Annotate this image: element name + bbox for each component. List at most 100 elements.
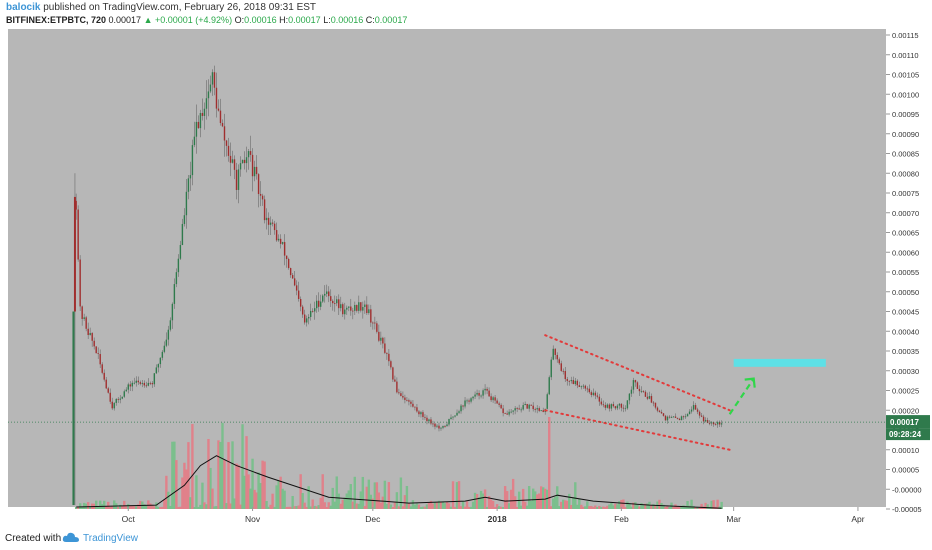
time-tick-label: 2018 [488, 514, 507, 524]
volume-bar-bull [337, 493, 340, 509]
volume-bar-bear [475, 493, 479, 509]
price-tick-label: -0.00000 [892, 485, 922, 494]
volume-bar-bear [311, 499, 314, 509]
symbol-label[interactable]: BITFINEX:ETPBTC, 720 [6, 15, 107, 25]
volume-bar-bear [445, 501, 449, 509]
volume-bar-bear [165, 475, 168, 509]
candle-bull [580, 386, 583, 388]
volume-bar-bear [622, 499, 625, 509]
candle-bull [253, 166, 256, 177]
candle-bear [656, 407, 659, 411]
candle-bull [574, 380, 576, 385]
volume-bar-bull [267, 506, 270, 509]
candle-bear [560, 363, 562, 371]
volume-bar-bear [279, 476, 282, 509]
volume-bar-bear [467, 506, 471, 509]
candle-bear [388, 353, 390, 362]
candle-bull [161, 351, 164, 358]
candle-bull [207, 91, 210, 99]
candles [72, 65, 723, 506]
candle-bull [528, 404, 530, 409]
candle-bear [556, 354, 558, 360]
volume-bar-bear [435, 502, 439, 509]
candle-bear [374, 322, 376, 324]
candle-bear [558, 359, 560, 364]
volume-bar-bear [223, 459, 226, 509]
candle-bull [456, 412, 458, 416]
candle-bear [201, 113, 204, 116]
volume-bar-bull [291, 495, 294, 509]
candle-bull [716, 422, 719, 425]
tradingview-brand[interactable]: TradingView [83, 533, 139, 544]
volume-bar-bear [489, 499, 493, 509]
volume-bar-bear [117, 506, 120, 509]
volume-bar-bull [95, 500, 98, 509]
candle-bear [614, 406, 617, 409]
breakout-arrow-head [744, 377, 756, 388]
candle-bear [396, 381, 398, 393]
volume-bar-bear [139, 500, 142, 509]
candle-bull [428, 419, 430, 422]
volume-bar-bull [385, 503, 389, 509]
volume-bar-bull [586, 501, 589, 509]
candle-bear [295, 285, 298, 291]
author-name[interactable]: balocik [6, 2, 41, 13]
time-tick-label: Oct [122, 514, 136, 524]
candle-bull [185, 191, 188, 216]
volume-bar-bull [646, 503, 649, 509]
volume-bar-bull [173, 441, 176, 509]
volume-bar-bull [127, 503, 130, 509]
volume-bar-bear [363, 505, 367, 509]
volume-bar-bear [207, 439, 210, 509]
candle-bull [125, 389, 127, 392]
candle-bull [241, 159, 244, 164]
volume-bar-bear [632, 502, 635, 509]
volume-bar-bull [197, 506, 200, 509]
volume-bar-bull [357, 503, 360, 509]
volume-bar-bear [289, 506, 292, 509]
volume-bar-bear [491, 500, 495, 509]
candle-bull [436, 425, 438, 427]
candle-bull [231, 159, 234, 163]
volume-bar-bull [618, 501, 621, 509]
candle-bear [273, 223, 276, 231]
volume-bar-bull [171, 441, 174, 509]
candle-bear [103, 372, 105, 380]
candle-bull [320, 301, 322, 307]
volume-bar-bull [215, 506, 218, 509]
low-value: 0.00016 [330, 15, 364, 25]
candle-bear [338, 299, 340, 309]
volume-bar-bear [129, 505, 132, 509]
candle-bear [554, 348, 556, 355]
volume-bar-bear [493, 506, 497, 509]
candle-bear [644, 391, 647, 397]
price-chart[interactable]: 0.00115 0.00110 0.00105 0.00100 0.00095 0.000… [8, 29, 932, 526]
volume-bar-bull [562, 499, 565, 509]
volume-bar-bull [433, 502, 437, 509]
candle-bear [504, 413, 506, 414]
volume-bar-bear [239, 504, 242, 509]
volume-bar-bull [213, 506, 216, 509]
volume-bar-bear [393, 502, 397, 509]
volume-bar-bull [251, 458, 254, 509]
volume-bar-bear [271, 493, 274, 509]
candle-bull [336, 299, 338, 304]
volume-bar-bear [237, 464, 240, 509]
volume-bar-bull [507, 503, 511, 509]
volume-bar-bull [309, 506, 312, 509]
candle-bull [187, 178, 190, 192]
volume-bar-bear [638, 506, 641, 509]
volume-bar-bear [560, 501, 563, 509]
volume-bar-bear [654, 505, 657, 509]
candle-bear [486, 388, 488, 391]
volume-bar-bear [513, 496, 517, 509]
volume-bar-bear [235, 463, 238, 509]
candle-bull [552, 348, 554, 360]
candle-bear [646, 396, 649, 399]
created-with-text: Created with [5, 533, 62, 544]
chart-area[interactable]: 0.00115 0.00110 0.00105 0.00100 0.00095 0.000… [8, 29, 932, 526]
candle-bear [534, 409, 536, 410]
volume-bar-bear [211, 488, 214, 509]
candle-bull [442, 426, 444, 428]
candle-bear [432, 423, 434, 425]
